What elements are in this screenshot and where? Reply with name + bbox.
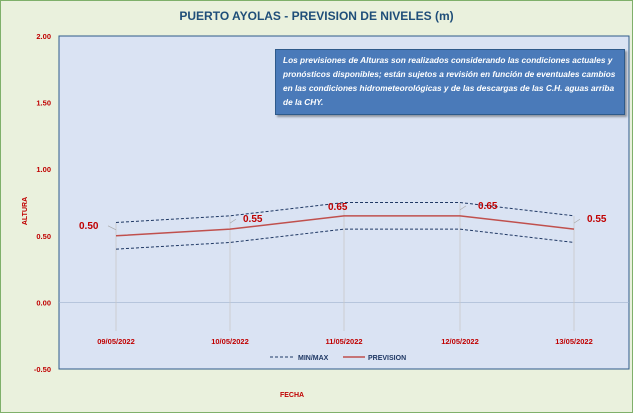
x-tick-label: 11/05/2022: [325, 337, 362, 346]
series-line-max: [115, 202, 575, 223]
legend-label-prevision: PREVISION: [368, 355, 406, 362]
disclaimer-note: Los previsiones de Alturas son realizado…: [275, 49, 625, 115]
data-label-leader: [459, 205, 467, 211]
data-label-leader: [229, 218, 237, 224]
y-tick-label: 0.00: [36, 298, 51, 307]
y-tick-label: 2.00: [36, 32, 51, 41]
y-tick-label: -0.50: [34, 365, 51, 374]
x-tick-label: 09/05/2022: [97, 337, 135, 346]
chart-title: PUERTO AYOLAS - PREVISION DE NIVELES (m): [179, 9, 454, 23]
y-tick-label: 1.50: [36, 99, 51, 108]
y-axis-title: ALTURA: [22, 197, 29, 225]
data-label: 0.65: [478, 201, 498, 212]
data-label-leader: [107, 225, 117, 231]
x-tick-label: 13/05/2022: [555, 337, 593, 346]
x-axis-title: FECHA: [280, 392, 304, 399]
legend-label-minmax: MIN/MAX: [298, 355, 329, 362]
data-label: 0.55: [587, 214, 607, 225]
x-tick-label: 12/05/2022: [441, 337, 479, 346]
y-tick-label: 0.50: [36, 232, 51, 241]
data-label-leader: [573, 218, 581, 224]
data-label: 0.50: [79, 221, 99, 232]
series-line-min: [115, 228, 575, 250]
data-label: 0.65: [328, 202, 348, 213]
series-line-prevision: [115, 215, 575, 237]
y-tick-label: 1.00: [36, 165, 51, 174]
x-tick-label: 10/05/2022: [211, 337, 249, 346]
data-label: 0.55: [243, 214, 263, 225]
